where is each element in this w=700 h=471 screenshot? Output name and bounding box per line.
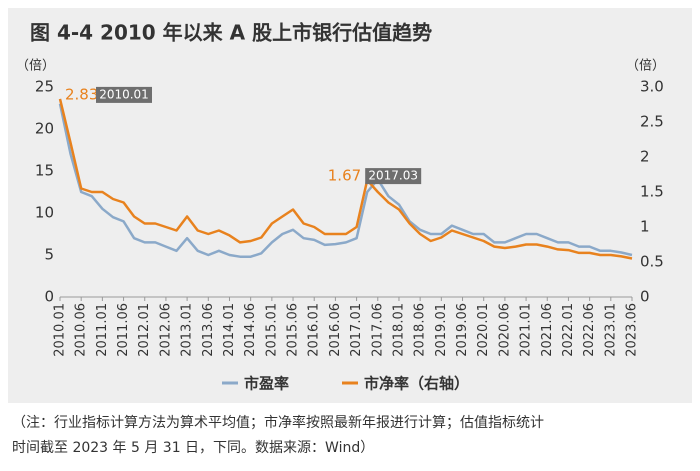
y2-tick-label: 0.5 <box>640 253 664 271</box>
x-tick-label: 2010.01 <box>53 303 68 357</box>
x-tick-label: 2010.06 <box>74 303 89 357</box>
annotation-date: 2010.01 <box>99 87 149 101</box>
y2-tick-label: 3.0 <box>640 78 664 96</box>
x-tick-label: 2016.01 <box>307 303 322 357</box>
x-tick-label: 2019.06 <box>455 303 470 357</box>
y-tick-label: 20 <box>35 120 54 138</box>
chart-title: 图 4-4 2010 年以来 A 股上市银行估值趋势 <box>30 21 432 45</box>
x-tick-label: 2013.01 <box>180 303 195 357</box>
panel <box>8 8 692 403</box>
annotation-value: 2.83 <box>65 85 98 103</box>
x-tick-label: 2011.06 <box>116 303 131 357</box>
x-tick-label: 2020.01 <box>476 303 491 357</box>
x-tick-label: 2014.01 <box>222 303 237 357</box>
x-tick-label: 2011.01 <box>95 303 110 357</box>
x-tick-label: 2018.06 <box>413 303 428 357</box>
y-tick-label: 15 <box>35 162 54 180</box>
note-line: （注：行业指标计算方法为算术平均值；市净率按照最新年报进行计算；估值指标统计 <box>12 414 544 431</box>
series-line <box>58 98 633 260</box>
legend-label: 市净率（右轴） <box>364 375 469 393</box>
annotation-box <box>96 86 152 103</box>
y2-tick-label: 1.5 <box>640 183 664 201</box>
x-tick-label: 2022.01 <box>561 303 576 357</box>
annotation-date: 2017.03 <box>368 169 418 183</box>
y2-tick-label: 2.5 <box>640 113 664 131</box>
x-tick-label: 2020.06 <box>497 303 512 357</box>
x-tick-label: 2017.01 <box>349 303 364 357</box>
x-tick-label: 2023.01 <box>603 303 618 357</box>
x-tick-label: 2019.01 <box>434 303 449 357</box>
annotation-box <box>365 168 422 185</box>
y2-tick-label: 0 <box>640 288 650 306</box>
x-tick-label: 2012.01 <box>137 303 152 357</box>
x-tick-label: 2014.06 <box>243 303 258 357</box>
x-tick-label: 2016.06 <box>328 303 343 357</box>
x-tick-label: 2013.06 <box>201 303 216 357</box>
note-line: 时间截至 2023 年 5 月 31 日，下同。数据来源：Wind） <box>12 440 374 456</box>
x-tick-label: 2015.06 <box>286 303 301 357</box>
x-tick-label: 2018.01 <box>391 303 406 357</box>
series-line <box>58 103 633 258</box>
x-tick-label: 2021.06 <box>540 303 555 357</box>
y-tick-label: 5 <box>44 246 54 264</box>
x-tick-label: 2022.06 <box>582 303 597 357</box>
x-tick-label: 2012.06 <box>158 303 173 357</box>
y-axis-label: （倍） <box>16 59 55 74</box>
y2-axis-label: （倍） <box>626 59 665 74</box>
x-tick-label: 2015.01 <box>264 303 279 357</box>
y2-tick-label: 1 <box>640 218 650 236</box>
x-tick-label: 2021.01 <box>519 303 534 357</box>
x-tick-label: 2017.06 <box>370 303 385 357</box>
legend-label: 市盈率 <box>244 375 289 393</box>
y2-tick-label: 2 <box>640 148 650 166</box>
y-tick-label: 0 <box>44 288 54 306</box>
x-tick-label: 2023.06 <box>625 303 640 357</box>
y-tick-label: 25 <box>35 78 54 96</box>
y-tick-label: 10 <box>35 204 54 222</box>
annotation-value: 1.67 <box>328 167 361 185</box>
